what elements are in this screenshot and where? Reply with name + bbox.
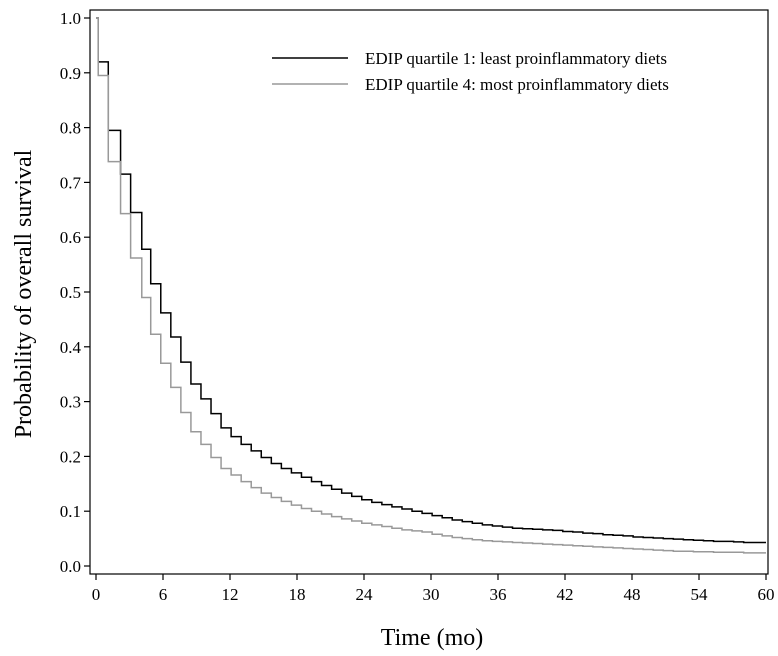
series-line-1 <box>96 17 766 544</box>
legend-label-1: EDIP quartile 1: least proinflammatory d… <box>365 49 667 68</box>
y-tick-label: 0.6 <box>60 228 81 247</box>
x-tick-label: 36 <box>490 585 507 604</box>
y-axis-title: Probability of overall survival <box>11 149 37 438</box>
x-axis-title: Time (mo) <box>381 625 483 651</box>
x-tick-label: 42 <box>557 585 574 604</box>
x-tick-label: 48 <box>624 585 641 604</box>
plot-frame <box>89 9 769 575</box>
x-tick-label: 18 <box>289 585 306 604</box>
x-tick-label: 30 <box>423 585 440 604</box>
series-line-2 <box>96 17 766 554</box>
x-tick-label: 60 <box>758 585 775 604</box>
x-tick-label: 24 <box>356 585 374 604</box>
legend-label-2: EDIP quartile 4: most proinflammatory di… <box>365 75 669 94</box>
y-tick-label: 1.0 <box>60 9 81 28</box>
y-tick-label: 0.0 <box>60 557 81 576</box>
y-tick-label: 0.1 <box>60 502 81 521</box>
x-tick-label: 54 <box>691 585 709 604</box>
y-tick-label: 0.4 <box>60 338 82 357</box>
y-tick-label: 0.8 <box>60 119 81 138</box>
y-tick-label: 0.5 <box>60 283 81 302</box>
y-tick-label: 0.2 <box>60 447 81 466</box>
y-tick-label: 0.7 <box>60 173 82 192</box>
y-tick-label: 0.9 <box>60 64 81 83</box>
x-tick-label: 0 <box>92 585 101 604</box>
x-tick-label: 12 <box>222 585 239 604</box>
axes: 0 6 12 18 24 30 36 42 48 54 60 0.0 0.1 0.2 0.3 0.4 0.5 0.… <box>60 9 775 604</box>
y-tick-label: 0.3 <box>60 393 81 412</box>
x-tick-label: 6 <box>159 585 168 604</box>
legend: EDIP quartile 1: least proinflammatory d… <box>272 49 669 94</box>
survival-curves <box>96 17 766 554</box>
